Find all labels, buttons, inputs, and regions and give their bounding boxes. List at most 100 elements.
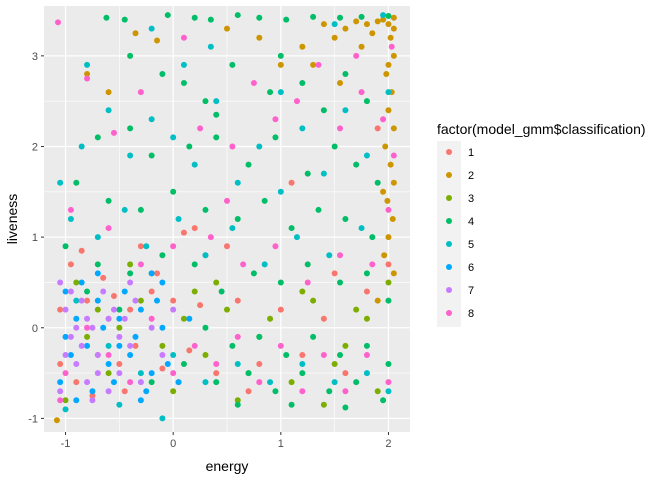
data-point-series-4 bbox=[337, 351, 344, 358]
data-point-series-2 bbox=[390, 25, 397, 32]
data-point-series-2 bbox=[224, 25, 230, 32]
data-point-series-4 bbox=[234, 12, 241, 19]
data-point-series-7 bbox=[100, 288, 107, 295]
data-point-series-4 bbox=[229, 342, 236, 349]
data-point-series-8 bbox=[110, 129, 117, 136]
data-point-series-5 bbox=[127, 152, 134, 159]
y-tick-label: 0 bbox=[32, 323, 38, 335]
data-point-series-6 bbox=[132, 333, 139, 340]
data-point-series-4 bbox=[234, 216, 241, 222]
data-point-series-4 bbox=[127, 125, 134, 132]
data-point-series-5 bbox=[180, 61, 187, 68]
data-point-series-4 bbox=[186, 143, 193, 150]
data-point-series-3 bbox=[170, 388, 177, 395]
data-point-series-4 bbox=[304, 170, 311, 177]
legend-swatch-2 bbox=[446, 172, 452, 178]
data-point-series-6 bbox=[78, 279, 85, 286]
data-point-series-3 bbox=[202, 351, 209, 358]
data-point-series-7 bbox=[78, 297, 85, 304]
data-point-series-5 bbox=[67, 216, 74, 222]
legend-swatch-3 bbox=[446, 195, 452, 201]
data-point-series-7 bbox=[78, 342, 85, 349]
legend-swatch-8 bbox=[446, 310, 452, 316]
data-point-series-8 bbox=[358, 89, 365, 96]
data-point-series-4 bbox=[180, 80, 187, 87]
data-point-series-8 bbox=[385, 206, 392, 213]
data-point-series-5 bbox=[148, 25, 155, 32]
data-point-series-4 bbox=[213, 111, 220, 118]
data-point-series-4 bbox=[363, 342, 370, 349]
data-point-series-1 bbox=[320, 315, 327, 322]
data-point-series-5 bbox=[73, 297, 80, 304]
data-point-series-1 bbox=[342, 370, 349, 377]
data-point-series-6 bbox=[143, 388, 150, 395]
data-point-series-7 bbox=[57, 388, 64, 395]
data-point-series-5 bbox=[148, 116, 155, 123]
grid-major bbox=[44, 6, 410, 432]
data-point-series-5 bbox=[191, 161, 198, 168]
x-tick-label: 0 bbox=[170, 438, 176, 450]
data-point-series-8 bbox=[213, 361, 220, 368]
data-point-series-4 bbox=[358, 13, 365, 20]
data-point-series-7 bbox=[170, 306, 177, 313]
data-point-series-4 bbox=[148, 152, 155, 159]
data-point-series-8 bbox=[380, 116, 387, 123]
data-point-series-3 bbox=[137, 297, 144, 304]
data-point-series-4 bbox=[363, 270, 370, 277]
data-point-series-2 bbox=[390, 270, 397, 277]
data-point-series-6 bbox=[116, 315, 123, 322]
data-point-series-3 bbox=[127, 261, 134, 268]
legend-swatch-5 bbox=[446, 241, 452, 247]
y-tick-label: 2 bbox=[32, 141, 38, 153]
data-point-series-6 bbox=[186, 315, 193, 322]
data-point-series-1 bbox=[89, 392, 96, 399]
data-point-series-5 bbox=[207, 43, 214, 50]
data-point-series-8 bbox=[293, 98, 300, 105]
data-point-series-2 bbox=[390, 14, 397, 21]
data-point-series-5 bbox=[234, 361, 241, 368]
data-point-series-3 bbox=[267, 315, 274, 322]
data-point-series-6 bbox=[159, 324, 166, 331]
data-point-series-6 bbox=[84, 342, 91, 349]
data-point-series-4 bbox=[202, 206, 209, 213]
data-point-series-5 bbox=[299, 125, 306, 132]
data-point-series-5 bbox=[170, 351, 177, 358]
data-point-series-6 bbox=[175, 379, 182, 386]
data-point-series-4 bbox=[229, 61, 236, 68]
y-axis-ticks: -1 0 1 2 3 bbox=[28, 51, 44, 425]
data-point-series-8 bbox=[369, 261, 376, 268]
data-point-series-2 bbox=[256, 34, 263, 41]
data-point-series-6 bbox=[57, 379, 64, 386]
data-point-series-8 bbox=[353, 52, 360, 59]
data-point-series-4 bbox=[207, 16, 214, 23]
data-point-series-5 bbox=[256, 143, 263, 150]
data-point-series-4 bbox=[256, 333, 263, 340]
data-point-series-7 bbox=[67, 333, 74, 340]
data-point-series-4 bbox=[267, 89, 274, 96]
data-point-series-1 bbox=[245, 388, 252, 395]
data-point-series-6 bbox=[62, 288, 69, 295]
data-point-series-8 bbox=[342, 388, 349, 395]
data-point-series-3 bbox=[105, 370, 112, 377]
data-point-series-4 bbox=[342, 216, 349, 222]
data-point-series-4 bbox=[127, 52, 134, 59]
data-point-series-1 bbox=[374, 125, 381, 132]
data-point-series-3 bbox=[213, 279, 220, 286]
data-point-series-4 bbox=[245, 161, 252, 168]
data-point-series-4 bbox=[337, 14, 344, 21]
data-point-series-5 bbox=[143, 243, 150, 250]
data-point-series-1 bbox=[78, 247, 85, 254]
data-point-series-5 bbox=[320, 170, 327, 177]
data-point-series-2 bbox=[369, 30, 376, 37]
data-point-series-6 bbox=[73, 315, 80, 322]
legend-swatch-6 bbox=[446, 264, 452, 270]
data-point-series-4 bbox=[374, 179, 381, 186]
data-point-series-8 bbox=[337, 252, 344, 259]
data-point-series-4 bbox=[272, 134, 279, 141]
data-point-series-7 bbox=[73, 361, 80, 368]
data-point-series-2 bbox=[385, 21, 392, 28]
data-point-series-7 bbox=[94, 351, 101, 358]
data-point-series-1 bbox=[180, 229, 187, 236]
data-point-series-8 bbox=[170, 370, 177, 377]
data-point-series-3 bbox=[299, 288, 306, 295]
